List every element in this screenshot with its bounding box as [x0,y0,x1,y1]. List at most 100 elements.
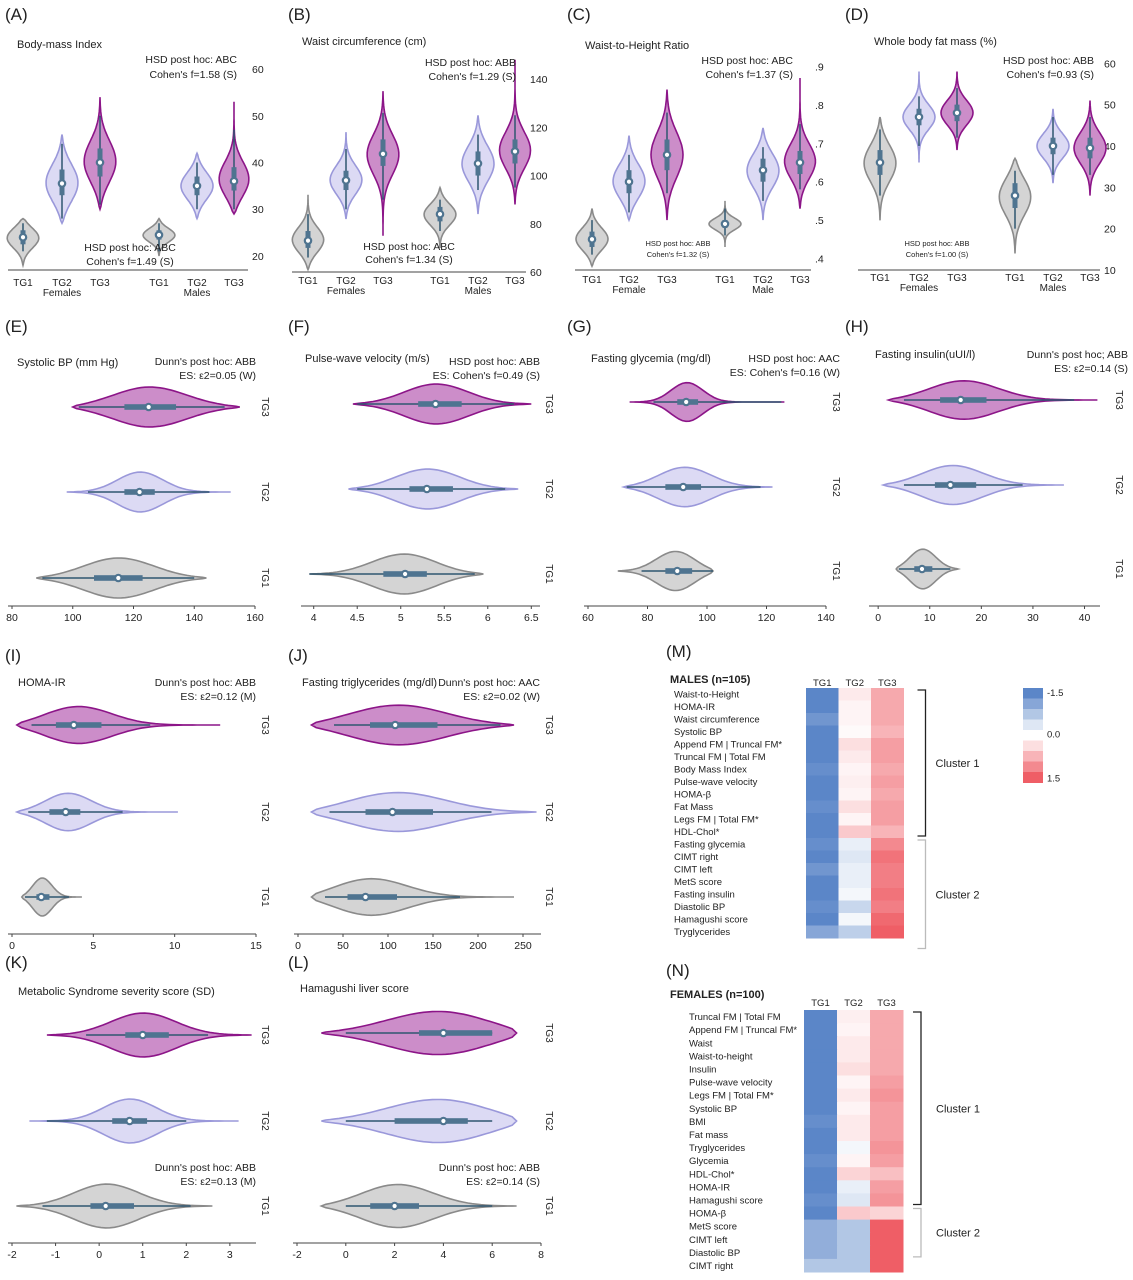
heatmap-cell [870,1219,904,1234]
heatmap-cell [870,1075,904,1090]
y-tick-label: 100 [530,171,548,183]
violin-median-dot [662,150,672,160]
y-tick-label: 60 [252,64,264,76]
row-label: Tryglycerides [674,927,730,938]
heatmap-cell [806,813,839,826]
panel-letter: (H) [845,317,869,336]
heatmap-cell [804,1127,838,1142]
panel-letter: (J) [288,646,308,665]
y-tick-label: 10 [1104,265,1116,277]
heatmap-cell [871,850,904,864]
heatmap-cell [870,1245,904,1260]
violin-median-dot [135,487,144,497]
heatmap-cell [806,913,839,926]
violin-median-dot [439,1028,448,1038]
panel-letter: (A) [5,5,28,24]
violin-median-dot [952,108,962,118]
heatmap-cell [870,1232,904,1247]
y-tick-label: 60 [530,267,542,279]
violin-median-dot [956,395,966,405]
heatmap-cell [838,688,872,701]
group-label: Females [900,283,938,294]
heatmap-cell [804,1062,838,1076]
y-tick-label: TG3 [259,397,270,417]
y-tick-label: TG1 [259,568,270,588]
y-tick-label: 30 [252,204,264,216]
violin-iqr-box [934,482,977,488]
heatmap-cell [870,1062,904,1076]
heatmap-cell [838,863,872,876]
stats-annotation: HSD post hoc: ABB [449,356,540,368]
x-tick-label: 200 [469,940,487,952]
y-tick-label: .8 [815,100,824,112]
stats-annotation: HSD post hoc: AAC [748,353,840,365]
row-label: Waist circumference [674,715,760,726]
heatmap-cell [837,1049,871,1063]
stats-annotation: HSD post hoc: ABC [145,54,237,66]
stats-annotation: Dunn's post hoc: ABB [155,677,256,689]
heatmap-cell [838,788,872,801]
heatmap-cell [806,825,839,839]
heatmap-cell [838,900,872,914]
heatmap-cell [806,863,839,876]
row-label: Hamagushi score [689,1196,763,1207]
row-label: CIMT right [674,852,719,863]
heatmap-cell [838,875,872,889]
x-tick-label: 4.5 [350,612,365,624]
x-tick-label: 80 [642,612,654,624]
violin-median-dot [138,1030,148,1040]
violin-iqr-box [370,722,438,728]
row-label: HOMA-IR [674,702,715,713]
heatmap-cell [806,875,839,889]
heatmap-cell [838,838,872,851]
y-tick-label: TG1 [1113,559,1124,579]
y-tick-label: TG2 [830,477,841,497]
row-label: Tryglycerides [689,1143,745,1154]
violin-median-dot [361,892,370,902]
violin-median-dot [390,720,400,730]
x-tick-label: 0 [9,940,15,952]
heatmap-cell [870,1036,904,1050]
row-label: Fasting glycemia [674,840,746,851]
heatmap-cell [870,1141,904,1155]
heatmap-cell [837,1180,871,1194]
heatmap-cell [806,788,839,801]
x-tick-label: 140 [817,612,835,624]
x-tick-label: TG3 [505,276,525,287]
y-tick-label: TG1 [543,1196,554,1216]
violin-median-dot [672,566,682,576]
cluster-label: Cluster 2 [936,1228,980,1240]
colorbar-swatch [1023,751,1043,762]
chart-title: Pulse-wave velocity (m/s) [305,353,430,365]
x-tick-label: TG3 [947,273,967,284]
x-tick-label: 10 [924,612,936,624]
heatmap-cell [806,700,839,714]
row-label: Pulse-wave velocity [689,1078,773,1089]
heatmap-cell [871,863,904,876]
row-label: CIMT left [689,1235,728,1246]
heatmap-cell [837,1075,871,1090]
heatmap-cell [806,800,839,814]
violin-median-dot [720,219,730,229]
x-tick-label: 4 [311,612,317,624]
row-label: Glycemia [689,1156,729,1167]
x-tick-label: 5 [398,612,404,624]
x-tick-label: TG3 [657,275,677,286]
heatmap-cell [837,1232,871,1247]
panel-h: (H) Fasting insulin(uUI/l) 0 10 20 30 40 TG1 TG2… [845,317,1128,624]
heatmap-cell [871,788,904,801]
heatmap-cell [838,888,872,901]
colorbar: -1.5 0.0 1.5 [1023,688,1063,785]
heatmap-cell [870,1114,904,1129]
heatmap-cell [837,1154,871,1168]
y-tick-label: TG3 [543,715,554,735]
heatmap-cell [871,875,904,889]
x-tick-label: 8 [538,1249,544,1261]
violin-iqr-box [365,809,433,815]
x-tick-label: TG2 [187,278,207,289]
colorbar-swatch [1023,719,1043,731]
heatmap-cell [804,1219,838,1234]
y-tick-label: TG2 [1113,475,1124,495]
heatmap-cell [838,700,872,714]
